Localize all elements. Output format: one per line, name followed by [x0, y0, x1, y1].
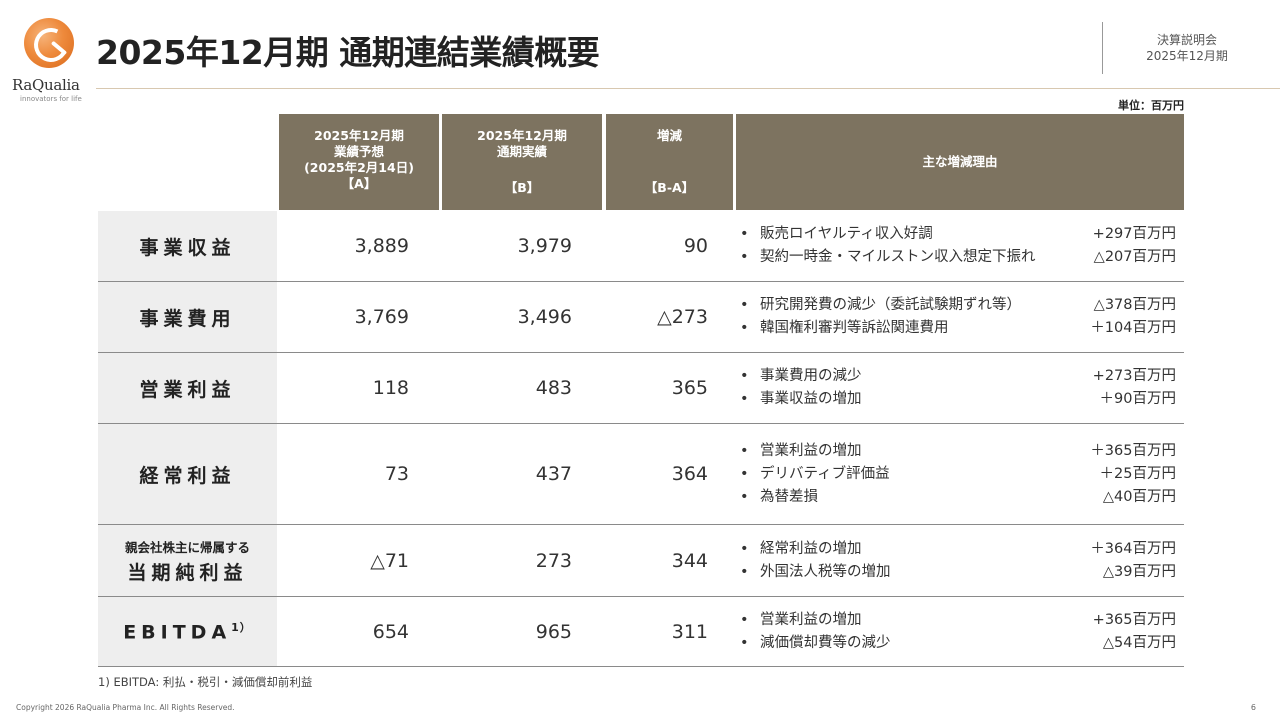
row-label: 営業利益 — [98, 353, 277, 423]
diff-value: 364 — [671, 463, 708, 485]
actual-value: 3,496 — [517, 306, 572, 328]
ebitda-label: EBITDA — [123, 621, 232, 644]
col-header-actual: 2025年12月期 通期実績 【B】 — [442, 114, 602, 210]
actual-value: 437 — [535, 463, 572, 485]
forecast-value: 3,769 — [354, 306, 409, 328]
table-row: EBITDA1） 654 965 311 営業利益の増加+365百万円 減価償却… — [98, 597, 1184, 667]
reason-list: 営業利益の増加+365百万円 減価償却費等の減少△54百万円 — [738, 597, 1176, 666]
row-label-text: 経常利益 — [139, 464, 236, 487]
diff-value: △273 — [657, 306, 708, 328]
logo-tagline: innovators for life — [20, 95, 82, 103]
actual-value: 3,979 — [517, 235, 572, 257]
reason-item: 研究開発費の減少（委託試験期ずれ等）△378百万円 — [738, 294, 1176, 317]
col-forecast-line1: 2025年12月期 — [314, 128, 404, 143]
reason-item: 販売ロイヤルティ収入好調+297百万円 — [738, 223, 1176, 246]
col-diff-line1: 増減 — [656, 128, 682, 143]
header-divider — [1102, 22, 1103, 74]
logo-name: RaQualia — [12, 76, 80, 94]
col-header-forecast: 2025年12月期 業績予想 (2025年2月14日) 【A】 — [279, 114, 439, 210]
row-label: 事業収益 — [98, 211, 277, 281]
table-row: 営業利益 118 483 365 事業費用の減少+273百万円 事業収益の増加＋… — [98, 353, 1184, 424]
reason-item: 減価償却費等の減少△54百万円 — [738, 632, 1176, 655]
row-label-text: EBITDA1） — [123, 619, 252, 643]
table-row: 親会社株主に帰属する 当期純利益 △71 273 344 経常利益の増加＋364… — [98, 525, 1184, 597]
actual-value: 965 — [535, 620, 572, 643]
reason-item: 営業利益の増加＋365百万円 — [738, 440, 1176, 463]
header-rule — [96, 88, 1280, 89]
table-row: 経常利益 73 437 364 営業利益の増加＋365百万円 デリバティブ評価益… — [98, 424, 1184, 525]
reason-list: 研究開発費の減少（委託試験期ずれ等）△378百万円 韓国権利審判等訴訟関連費用＋… — [738, 282, 1176, 352]
col-actual-line2: 通期実績 — [496, 144, 547, 159]
reason-item: 事業収益の増加＋90百万円 — [738, 388, 1176, 411]
reason-item: 営業利益の増加+365百万円 — [738, 609, 1176, 632]
reason-item: デリバティブ評価益＋25百万円 — [738, 463, 1176, 486]
reason-item: 韓国権利審判等訴訟関連費用＋104百万円 — [738, 317, 1176, 340]
row-label: 事業費用 — [98, 282, 277, 352]
reason-item: 為替差損△40百万円 — [738, 486, 1176, 509]
page-title: 2025年12月期 通期連結業績概要 — [96, 33, 600, 72]
row-label-subtext: 親会社株主に帰属する — [124, 539, 250, 555]
col-header-diff: 増減 【B-A】 — [606, 114, 733, 210]
forecast-value: 3,889 — [354, 235, 409, 257]
reason-item: 契約一時金・マイルストン収入想定下振れ△207百万円 — [738, 246, 1176, 269]
page-number: 6 — [1250, 703, 1256, 712]
diff-value: 344 — [671, 549, 708, 572]
diff-value: 90 — [683, 235, 708, 257]
footnote: 1) EBITDA: 利払・税引・減価償却前利益 — [98, 675, 313, 689]
copyright: Copyright 2026 RaQualia Pharma Inc. All … — [16, 703, 235, 712]
forecast-value: △71 — [370, 549, 409, 572]
diff-value: 365 — [671, 377, 708, 399]
table-header: 2025年12月期 業績予想 (2025年2月14日) 【A】 2025年12月… — [98, 114, 1184, 210]
reason-list: 販売ロイヤルティ収入好調+297百万円 契約一時金・マイルストン収入想定下振れ△… — [738, 211, 1176, 281]
header-meta-line2: 2025年12月期 — [1146, 49, 1228, 63]
row-label: 親会社株主に帰属する 当期純利益 — [98, 525, 277, 596]
col-actual-bracket: 【B】 — [504, 180, 540, 195]
row-label-text: 当期純利益 — [127, 561, 248, 584]
header-meta-line1: 決算説明会 — [1156, 33, 1217, 47]
row-label: EBITDA1） — [98, 597, 277, 666]
col-header-reason: 主な増減理由 — [736, 114, 1184, 210]
row-label-text: 事業収益 — [139, 236, 236, 259]
logo-mark-icon — [24, 18, 74, 68]
col-forecast-line2: 業績予想 — [333, 144, 384, 159]
table-row: 事業収益 3,889 3,979 90 販売ロイヤルティ収入好調+297百万円 … — [98, 211, 1184, 282]
col-forecast-line3: (2025年2月14日) — [304, 160, 414, 175]
reason-item: 事業費用の減少+273百万円 — [738, 365, 1176, 388]
row-label: 経常利益 — [98, 424, 277, 524]
company-logo: RaQualia innovators for life — [10, 14, 90, 106]
header-meta: 決算説明会 2025年12月期 — [1112, 32, 1262, 64]
unit-label: 単位：百万円 — [1118, 99, 1184, 112]
actual-value: 483 — [535, 377, 572, 399]
reason-item: 経常利益の増加＋364百万円 — [738, 538, 1176, 561]
row-label-text: 営業利益 — [139, 378, 236, 401]
reason-item: 外国法人税等の増加△39百万円 — [738, 561, 1176, 584]
forecast-value: 118 — [372, 377, 409, 399]
col-diff-bracket: 【B-A】 — [644, 180, 695, 195]
col-forecast-bracket: 【A】 — [341, 176, 377, 191]
footnote-ref: 1） — [231, 621, 252, 635]
diff-value: 311 — [671, 620, 708, 643]
reason-list: 事業費用の減少+273百万円 事業収益の増加＋90百万円 — [738, 353, 1176, 423]
forecast-value: 654 — [372, 620, 409, 643]
table-row: 事業費用 3,769 3,496 △273 研究開発費の減少（委託試験期ずれ等）… — [98, 282, 1184, 353]
reason-list: 経常利益の増加＋364百万円 外国法人税等の増加△39百万円 — [738, 525, 1176, 596]
row-label-text: 事業費用 — [139, 307, 236, 330]
results-table: 2025年12月期 業績予想 (2025年2月14日) 【A】 2025年12月… — [98, 114, 1184, 667]
forecast-value: 73 — [384, 463, 409, 485]
col-actual-line1: 2025年12月期 — [477, 128, 567, 143]
actual-value: 273 — [535, 549, 572, 572]
reason-list: 営業利益の増加＋365百万円 デリバティブ評価益＋25百万円 為替差損△40百万… — [738, 424, 1176, 524]
